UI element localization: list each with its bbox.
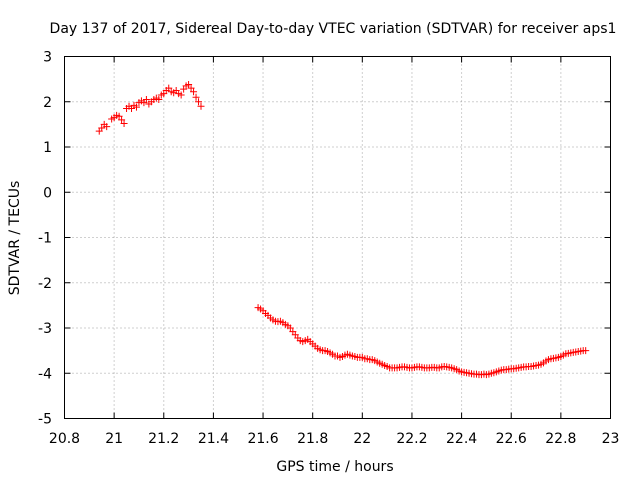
axes: 20.8 21 21.2 21.4 21.6 21.8 22 22.2 22.4 22.6 22.8…	[38, 50, 619, 448]
data-point	[197, 102, 205, 110]
data-point	[195, 98, 203, 106]
data-point	[165, 84, 173, 92]
x-tick-label: 22.4	[446, 431, 477, 447]
x-tick-label: 23	[602, 431, 620, 447]
x-tick-label: 21.2	[148, 431, 179, 447]
y-tick-label: 0	[43, 185, 52, 201]
y-tick-label: 1	[43, 140, 52, 156]
data-point	[118, 116, 126, 124]
x-tick-label: 20.8	[49, 431, 80, 447]
data-point	[582, 347, 590, 355]
y-tick-label: -3	[38, 321, 52, 337]
data-point	[142, 95, 150, 103]
data-point	[103, 123, 111, 131]
y-tick-label: 3	[43, 50, 52, 66]
x-tick-label: 22	[353, 431, 371, 447]
data-point	[155, 95, 163, 103]
data-point	[98, 124, 106, 132]
data-point	[115, 112, 123, 120]
x-tick-label: 22.6	[496, 431, 527, 447]
y-tick-label: 2	[43, 95, 52, 111]
data-point	[192, 93, 200, 101]
data-points	[95, 81, 590, 379]
data-point	[190, 88, 198, 96]
y-tick-label: -5	[38, 412, 52, 428]
chart-title: Day 137 of 2017, Sidereal Day-to-day VTE…	[50, 21, 617, 37]
x-tick-label: 21	[105, 431, 123, 447]
data-point	[187, 84, 195, 92]
data-point	[286, 324, 294, 332]
x-tick-label: 22.2	[396, 431, 427, 447]
data-point	[120, 119, 128, 127]
x-axis-label: GPS time / hours	[276, 459, 393, 475]
y-tick-label: -4	[38, 366, 52, 382]
x-tick-label: 21.4	[198, 431, 229, 447]
data-point	[132, 103, 140, 111]
data-point	[177, 91, 185, 99]
y-tick-label: -2	[38, 276, 52, 292]
y-axis-label: SDTVAR / TECUs	[7, 181, 23, 296]
y-tick-label: -1	[38, 231, 52, 247]
x-tick-label: 22.8	[545, 431, 576, 447]
x-tick-label: 21.8	[297, 431, 328, 447]
x-tick-label: 21.6	[247, 431, 278, 447]
plot-frame	[64, 56, 611, 419]
data-point	[185, 81, 193, 89]
grid-lines	[64, 56, 611, 419]
